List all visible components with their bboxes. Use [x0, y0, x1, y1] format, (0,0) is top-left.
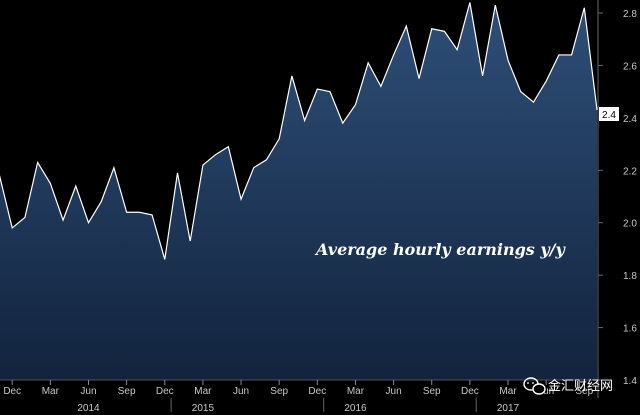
- y-tick-label: 2.2: [623, 166, 637, 177]
- x-tick-label: Sep: [118, 386, 136, 397]
- wechat-icon: [523, 377, 546, 395]
- x-tick-label: Mar: [42, 386, 60, 397]
- x-tick-label: Mar: [194, 386, 212, 397]
- year-label: 2016: [344, 403, 367, 414]
- x-tick-label: Mar: [347, 386, 365, 397]
- x-tick-label: Jun: [386, 386, 402, 397]
- watermark: 金汇财经网: [523, 377, 613, 395]
- y-tick-label: 1.6: [623, 324, 637, 335]
- year-label: 2017: [497, 403, 520, 414]
- x-tick-label: Dec: [308, 386, 326, 397]
- y-axis: 1.4 1.6 1.8 2.0 2.2 2.4 2.6 2.8: [597, 0, 637, 398]
- x-tick-label: Dec: [461, 386, 479, 397]
- earnings-line: [0, 2, 598, 260]
- x-tick-label: Jun: [233, 386, 249, 397]
- y-tick-label: 2.6: [623, 61, 637, 72]
- y-tick-label: 1.8: [623, 271, 637, 282]
- y-tick-label: 2.4: [623, 114, 637, 125]
- watermark-text: 金汇财经网: [548, 378, 613, 394]
- x-axis: Dec Mar Jun Sep Dec Mar Jun Sep Dec Mar Jun Sep Dec M…: [0, 379, 598, 414]
- y-tick-label: 1.4: [623, 376, 637, 387]
- x-tick-label: Dec: [156, 386, 174, 397]
- last-value-box: 2.4: [599, 107, 619, 121]
- y-tick-label: 2.8: [623, 9, 637, 20]
- x-tick-label: Sep: [270, 386, 288, 397]
- x-tick-label: Jun: [80, 386, 96, 397]
- y-tick-label: 2.0: [623, 219, 637, 230]
- x-tick-label: Dec: [3, 386, 21, 397]
- year-label: 2015: [192, 403, 215, 414]
- earnings-area: [0, 2, 597, 380]
- x-tick-label: Jun: [538, 386, 554, 397]
- chart-title: Average hourly earnings y/y: [314, 240, 567, 259]
- x-tick-label: Mar: [499, 386, 517, 397]
- last-value-label: 2.4: [602, 110, 616, 121]
- year-label: 2014: [77, 403, 100, 414]
- data-points: [12, 2, 598, 260]
- x-tick-label: Sep: [423, 386, 441, 397]
- last-value-bg: [599, 107, 619, 121]
- x-tick-label: Sep: [575, 386, 593, 397]
